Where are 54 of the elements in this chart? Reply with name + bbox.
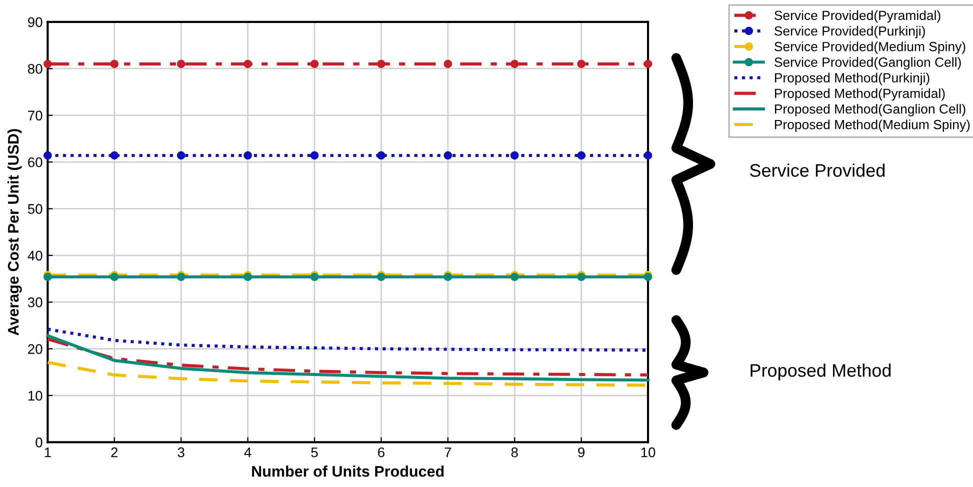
line-series xyxy=(46,337,650,376)
legend-label: Proposed Method(Medium Spiny) xyxy=(775,120,970,132)
legend-label: Service Provided(Ganglion Cell) xyxy=(774,57,961,70)
legend-label: Proposed Method(Pyramidal) xyxy=(775,88,945,101)
line-series xyxy=(46,334,650,382)
point xyxy=(176,60,186,68)
point xyxy=(377,151,386,160)
point xyxy=(310,60,319,68)
y-tick-label: 40 xyxy=(28,250,42,261)
y-tick-label: 90 xyxy=(28,17,42,28)
x-tick-label: 5 xyxy=(311,448,318,458)
point xyxy=(110,60,119,68)
point xyxy=(310,151,319,160)
point xyxy=(176,151,186,160)
point xyxy=(244,151,252,160)
point xyxy=(444,60,452,68)
text: Service Provided xyxy=(750,164,885,177)
y-tick-label: 80 xyxy=(28,64,42,74)
legend-label: Service Provided(Pyramidal) xyxy=(774,10,940,23)
legend-label: Proposed Method(Ganglion Cell) xyxy=(775,104,966,116)
y-tick-label: 50 xyxy=(28,204,42,214)
y-tick-label: 30 xyxy=(28,297,42,308)
point xyxy=(510,151,519,160)
point xyxy=(644,151,652,160)
x-tick-label: 3 xyxy=(178,447,184,458)
point xyxy=(110,151,119,160)
y-tick-label: 20 xyxy=(28,344,42,354)
point xyxy=(244,60,252,68)
y-tick-label: 0 xyxy=(36,438,42,448)
x-tick-label: 8 xyxy=(511,447,518,458)
legend-label: Proposed Method(Purkinji) xyxy=(775,72,930,86)
point xyxy=(44,60,52,68)
y-tick-label: 60 xyxy=(28,157,42,168)
point xyxy=(44,151,52,160)
point xyxy=(577,60,586,68)
x-tick-label: 4 xyxy=(244,448,252,458)
x-tick-label: 10 xyxy=(641,447,656,458)
text: Proposed Method xyxy=(750,364,891,380)
point xyxy=(444,151,452,160)
y-tick-label: 70 xyxy=(28,110,42,120)
point xyxy=(510,60,519,68)
y-tick-label: 10 xyxy=(28,390,42,401)
x-tick-label: 6 xyxy=(378,447,384,458)
x-tick-label: 7 xyxy=(444,448,452,458)
point xyxy=(644,60,652,68)
y-axis-title: Average Cost Per Unit (USD) xyxy=(8,129,22,336)
x-tick-label: 1 xyxy=(44,448,51,458)
legend-label: Service Provided(Medium Spiny) xyxy=(774,42,966,54)
legend-label: Service Provided(Purkinji) xyxy=(774,26,925,38)
point xyxy=(377,60,386,68)
x-axis-title: Number of Units Produced xyxy=(252,466,444,477)
x-tick-label: 2 xyxy=(111,447,118,458)
point xyxy=(577,151,586,160)
x-tick-label: 9 xyxy=(578,447,585,458)
